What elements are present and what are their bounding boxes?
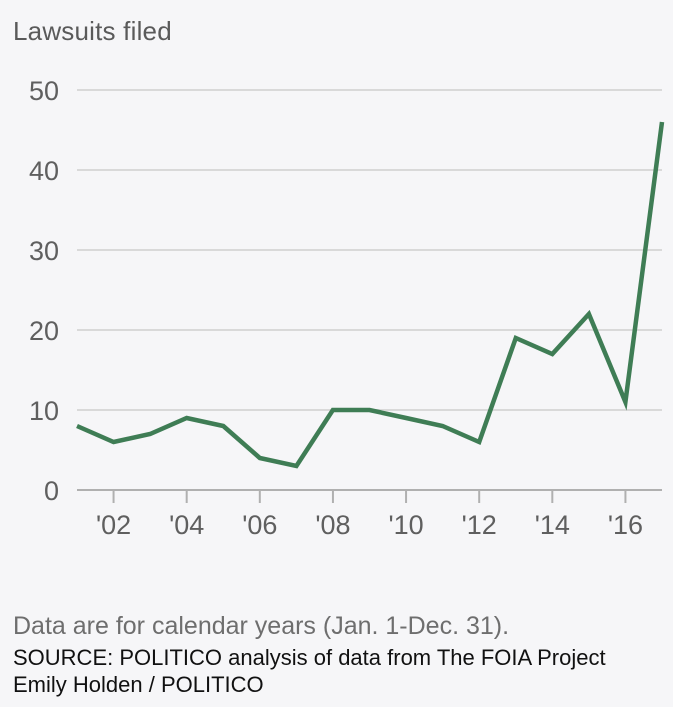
y-tick-label: 20 — [29, 316, 59, 346]
x-tick-label: '14 — [535, 510, 570, 540]
y-tick-label: 0 — [44, 476, 59, 506]
x-tick-label: '12 — [462, 510, 497, 540]
y-tick-label: 10 — [29, 396, 59, 426]
x-tick-label: '04 — [169, 510, 204, 540]
y-tick-label: 50 — [29, 76, 59, 106]
series — [76, 121, 665, 469]
chart-note: Data are for calendar years (Jan. 1-Dec.… — [13, 612, 510, 640]
chart-source: SOURCE: POLITICO analysis of data from T… — [13, 645, 606, 670]
chart-title: Lawsuits filed — [13, 16, 172, 46]
series-line — [76, 121, 665, 469]
line-chart: 0 10 20 30 40 50 '02 '04 '06 '08 '10 '12 '14 '16 — [29, 76, 665, 540]
gridlines — [77, 89, 662, 411]
chart-credit: Emily Holden / POLITICO — [13, 672, 264, 697]
x-tick-label: '06 — [242, 510, 277, 540]
x-tick-label: '08 — [315, 510, 350, 540]
x-axis-labels: '02 '04 '06 '08 '10 '12 '14 '16 — [96, 510, 643, 540]
x-tick-label: '02 — [96, 510, 131, 540]
x-tick-label: '10 — [388, 510, 423, 540]
y-axis-labels: 0 10 20 30 40 50 — [29, 76, 59, 506]
x-axis — [77, 489, 662, 503]
y-tick-label: 30 — [29, 236, 59, 266]
y-tick-label: 40 — [29, 156, 59, 186]
x-tick-label: '16 — [608, 510, 643, 540]
